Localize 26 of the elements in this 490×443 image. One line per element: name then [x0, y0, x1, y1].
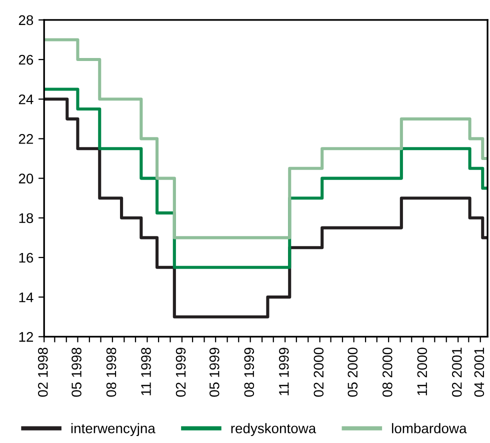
- legend-label: interwencyjna: [71, 423, 156, 436]
- x-tick-label: 08 1999: [244, 348, 254, 397]
- legend-label: redyskontowa: [231, 423, 316, 436]
- x-tick-label: 05 1999: [209, 348, 220, 397]
- y-tick-label: 18: [19, 213, 34, 224]
- x-tick-label: 02 1998: [38, 348, 48, 397]
- x-tick-label: 11 2000: [417, 348, 428, 396]
- x-tick-label: 11 1998: [141, 348, 151, 396]
- x-tick-label: 02 2001: [452, 348, 462, 397]
- x-tick-label: 11 1999: [278, 348, 289, 396]
- y-tick-label: 14: [19, 292, 34, 302]
- y-tick-label: 20: [18, 174, 34, 184]
- y-tick-label: 26: [18, 54, 34, 65]
- y-tick-label: 16: [19, 252, 34, 263]
- x-tick-label: 05 2000: [348, 348, 358, 397]
- legend-label: lombardowa: [392, 423, 467, 434]
- y-tick-label: 12: [19, 332, 33, 342]
- x-tick-label: 02 1999: [176, 348, 186, 397]
- x-tick-label: 02 2000: [314, 348, 324, 397]
- y-tick-label: 28: [18, 15, 34, 26]
- x-tick-label: 05 1998: [72, 348, 82, 397]
- y-tick-label: 22: [18, 134, 33, 144]
- y-tick-label: 24: [18, 94, 34, 104]
- x-tick-label: 08 1998: [106, 348, 116, 397]
- x-tick-label: 08 2000: [382, 348, 392, 397]
- x-tick-label: 04 2001: [474, 348, 484, 397]
